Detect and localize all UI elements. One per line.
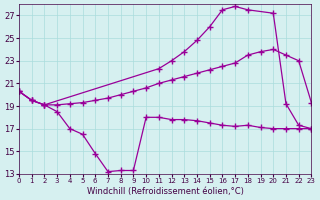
X-axis label: Windchill (Refroidissement éolien,°C): Windchill (Refroidissement éolien,°C) — [87, 187, 244, 196]
